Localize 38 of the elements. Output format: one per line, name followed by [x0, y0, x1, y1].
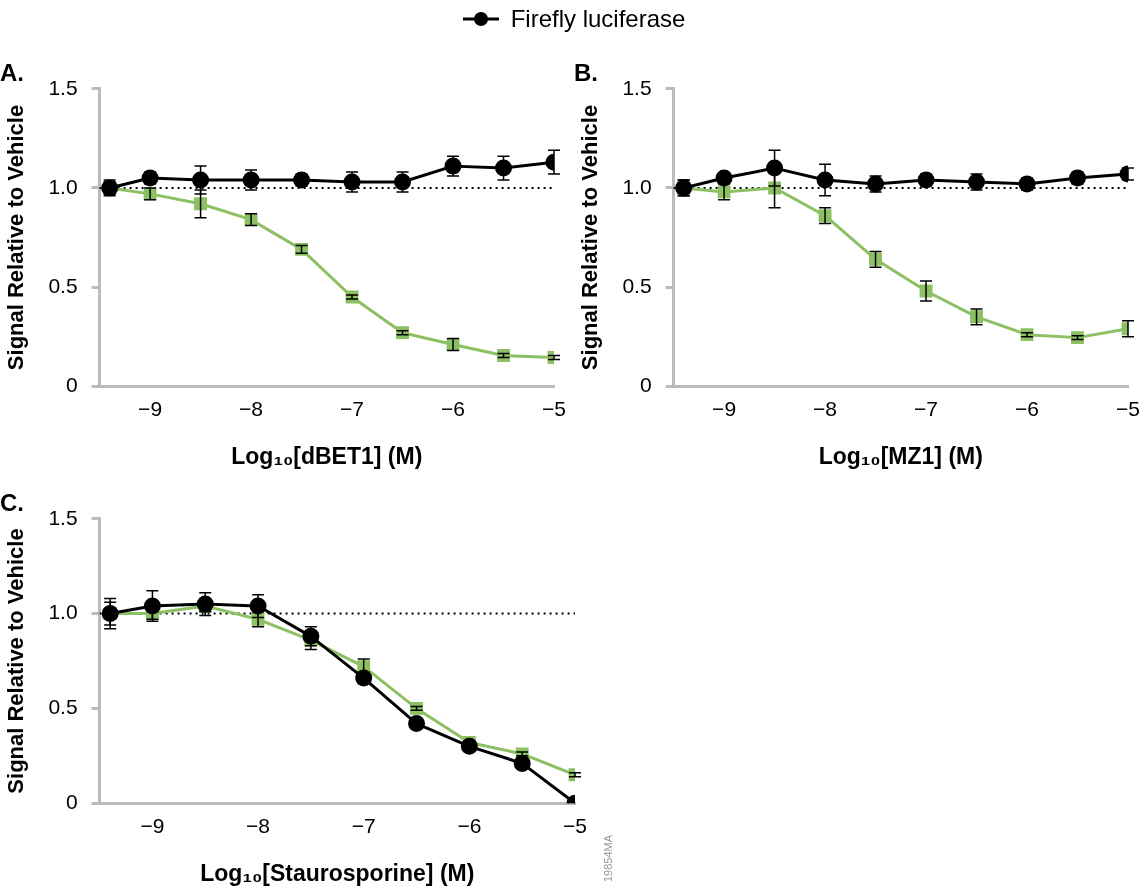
y-tick-label: 1.5: [48, 505, 78, 529]
x-tick-label: −6: [457, 813, 482, 837]
x-axis-title: Log₁₀[Staurosporine] (M): [200, 859, 475, 886]
x-tick-label: −7: [914, 396, 939, 420]
y-axis-title: Signal Relative to Vehicle: [3, 104, 29, 371]
x-axis-title: Log₁₀[MZ1] (M): [818, 442, 983, 469]
x-axis-title: Log₁₀[dBET1] (M): [231, 442, 423, 469]
legend-label: Firefly luciferase: [510, 5, 686, 33]
y-tick-label: 1.0: [48, 174, 78, 198]
x-tick-label: −5: [563, 813, 587, 837]
x-tick-label: −9: [712, 396, 737, 420]
y-tick-label: 1.5: [48, 75, 78, 99]
x-tick-label: −8: [246, 813, 271, 837]
x-tick-label: −6: [441, 396, 465, 420]
y-tick-label: 0.5: [48, 273, 78, 297]
y-axis-title: Signal Relative to Vehicle: [577, 104, 603, 371]
y-tick-label: 0: [65, 373, 78, 396]
x-tick-label: −5: [1116, 396, 1140, 420]
x-tick-label: −7: [351, 813, 376, 837]
x-tick-label: −5: [542, 396, 566, 420]
y-tick-label: 0: [639, 373, 652, 396]
x-tick-label: −9: [140, 813, 165, 837]
x-tick-label: −6: [1015, 396, 1039, 420]
x-tick-label: −8: [239, 396, 264, 420]
chart-title: C.: [0, 489, 24, 517]
chart-title: A.: [0, 59, 24, 87]
y-tick-label: 0.5: [622, 273, 652, 297]
y-tick-label: 0: [65, 790, 78, 813]
x-tick-label: −9: [138, 396, 163, 420]
x-tick-label: −7: [340, 396, 365, 420]
y-tick-label: 0.5: [48, 695, 78, 719]
y-tick-label: 1.0: [48, 600, 78, 624]
y-tick-label: 1.0: [622, 174, 652, 198]
y-tick-label: 1.5: [622, 75, 652, 99]
text: 19854MA: [602, 834, 614, 882]
x-tick-label: −8: [813, 396, 838, 420]
chart-title: B.: [574, 59, 598, 87]
y-axis-title: Signal Relative to Vehicle: [3, 528, 29, 794]
